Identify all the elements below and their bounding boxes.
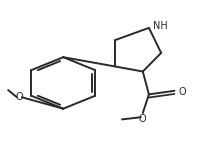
Text: NH: NH (153, 21, 168, 31)
Text: O: O (178, 87, 186, 97)
Text: O: O (16, 92, 23, 102)
Text: O: O (139, 114, 147, 124)
